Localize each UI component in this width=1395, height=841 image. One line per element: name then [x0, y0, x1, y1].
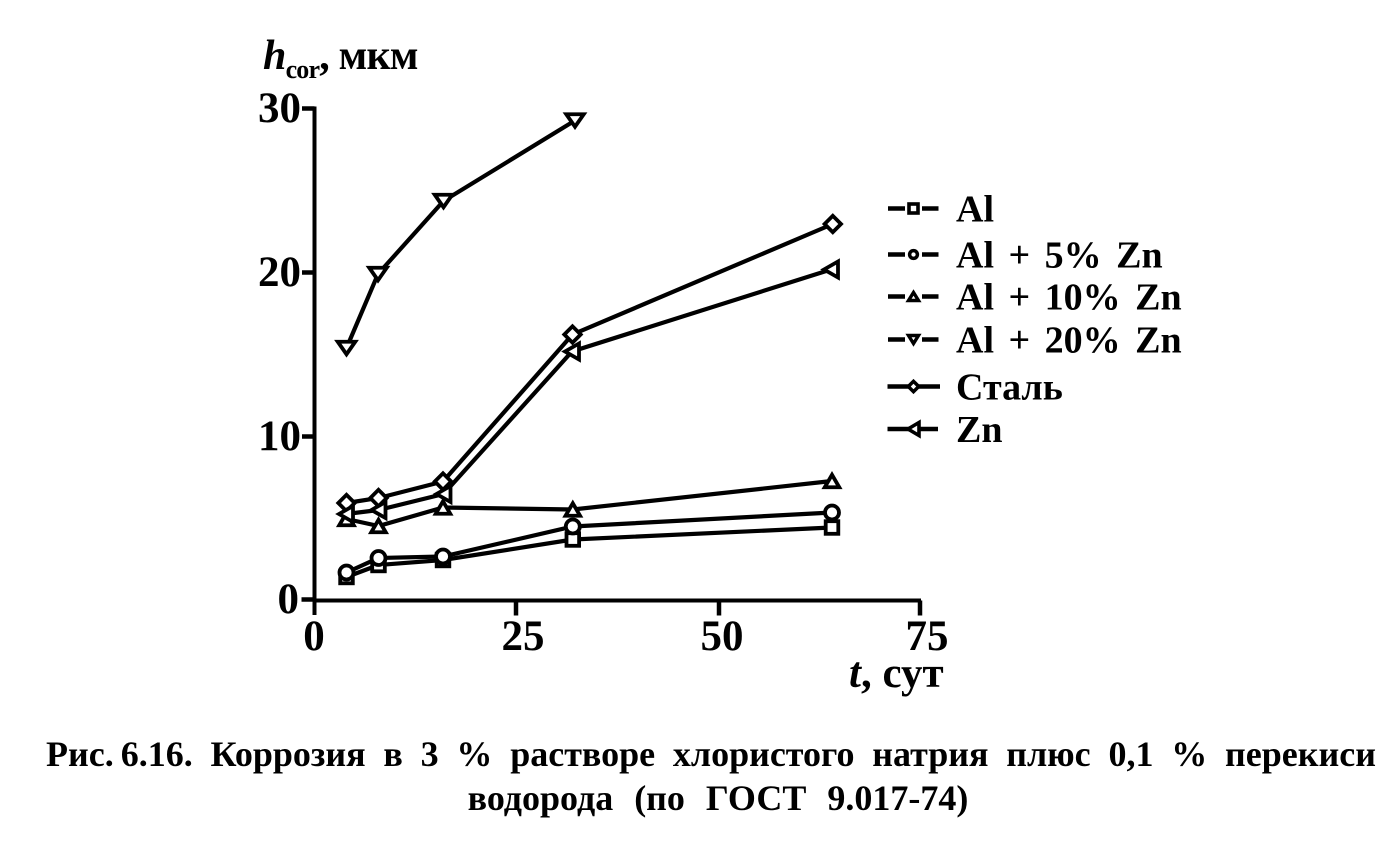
svg-text:t, сут: t, сут [849, 650, 944, 697]
svg-text:hcor, мкм: hcor, мкм [263, 33, 418, 84]
svg-text:0: 0 [303, 613, 325, 660]
svg-text:0: 0 [278, 576, 300, 623]
svg-text:Al: Al [956, 189, 994, 231]
svg-text:Сталь: Сталь [956, 367, 1063, 409]
svg-text:50: 50 [701, 613, 744, 660]
svg-text:20: 20 [258, 249, 301, 296]
svg-text:Al + 5% Zn: Al + 5% Zn [956, 235, 1163, 277]
svg-text:25: 25 [502, 613, 545, 660]
svg-text:Al + 20% Zn: Al + 20% Zn [956, 320, 1182, 362]
svg-text:30: 30 [258, 85, 301, 132]
svg-text:75: 75 [906, 613, 949, 660]
svg-text:10: 10 [258, 413, 301, 460]
svg-text:Al + 10% Zn: Al + 10% Zn [956, 277, 1182, 319]
svg-text:Zn: Zn [956, 409, 1002, 451]
